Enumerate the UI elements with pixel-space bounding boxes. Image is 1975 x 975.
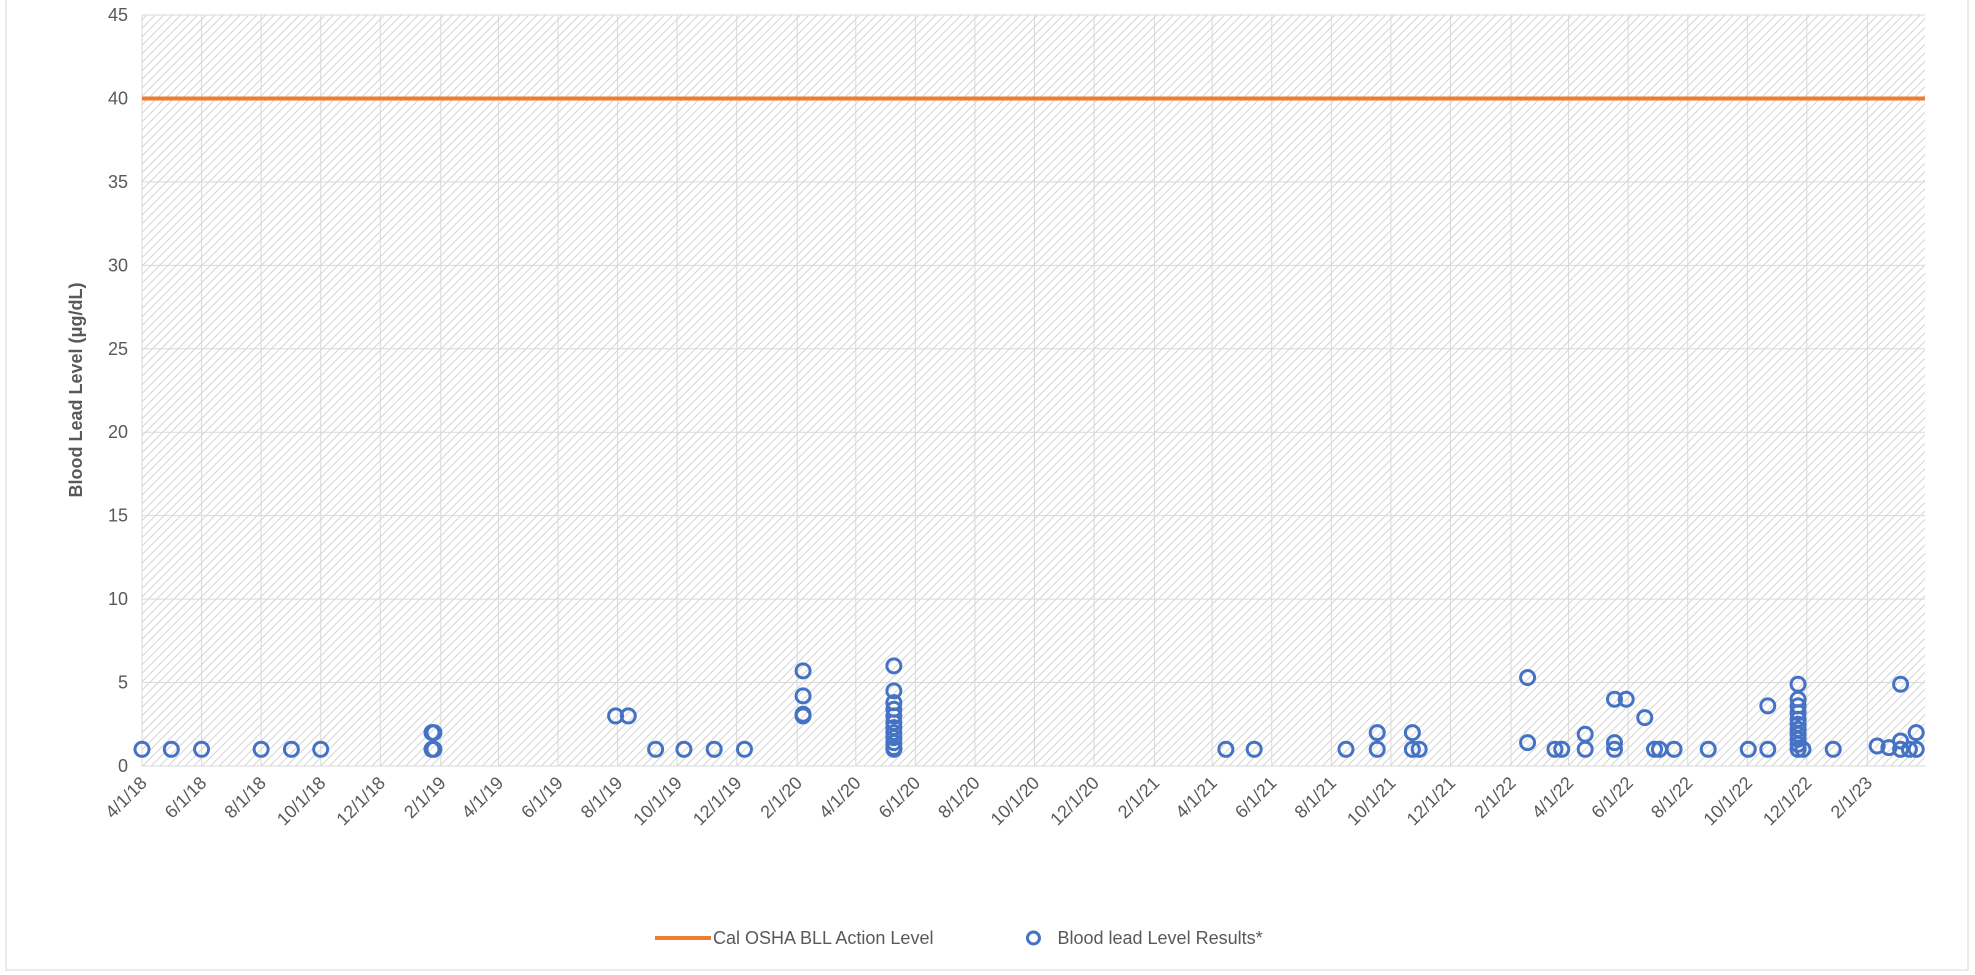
point bbox=[1605, 690, 1623, 708]
point bbox=[1900, 740, 1918, 758]
point bbox=[1576, 740, 1594, 758]
point bbox=[705, 740, 723, 758]
point bbox=[1368, 740, 1386, 758]
point bbox=[1553, 740, 1571, 758]
point bbox=[1789, 704, 1807, 722]
point bbox=[1337, 740, 1355, 758]
point bbox=[1605, 740, 1623, 758]
y-tick-label: 25 bbox=[108, 339, 128, 359]
point bbox=[1217, 740, 1235, 758]
point bbox=[1892, 740, 1910, 758]
point bbox=[735, 740, 753, 758]
point bbox=[1605, 734, 1623, 752]
y-tick-label: 10 bbox=[108, 589, 128, 609]
y-tick-label: 45 bbox=[108, 5, 128, 25]
y-axis-label: Blood Lead Level (μg/dL) bbox=[66, 282, 86, 497]
point bbox=[1699, 740, 1717, 758]
point bbox=[1892, 732, 1910, 750]
point bbox=[647, 740, 665, 758]
plot-area bbox=[142, 15, 1925, 766]
y-tick-label: 20 bbox=[108, 422, 128, 442]
point bbox=[1789, 735, 1807, 753]
point bbox=[1519, 734, 1537, 752]
point bbox=[619, 707, 637, 725]
point bbox=[1617, 690, 1635, 708]
point bbox=[1410, 740, 1428, 758]
point bbox=[1907, 740, 1925, 758]
point bbox=[794, 662, 812, 680]
y-tick-label: 15 bbox=[108, 506, 128, 526]
point bbox=[282, 740, 300, 758]
point bbox=[885, 657, 903, 675]
point bbox=[1245, 740, 1263, 758]
point bbox=[1794, 740, 1812, 758]
point bbox=[1789, 740, 1807, 758]
point bbox=[1868, 737, 1886, 755]
point bbox=[1824, 740, 1842, 758]
point bbox=[1907, 724, 1925, 742]
point bbox=[1636, 709, 1654, 727]
point bbox=[794, 687, 812, 705]
point bbox=[312, 740, 330, 758]
point bbox=[1759, 740, 1777, 758]
point bbox=[885, 707, 903, 725]
legend-label: Cal OSHA BLL Action Level bbox=[713, 928, 933, 948]
point bbox=[425, 724, 443, 742]
point bbox=[885, 682, 903, 700]
y-tick-label: 5 bbox=[118, 673, 128, 693]
point bbox=[425, 740, 443, 758]
point bbox=[885, 734, 903, 752]
point bbox=[193, 740, 211, 758]
point bbox=[794, 705, 812, 723]
point bbox=[675, 740, 693, 758]
point bbox=[1759, 697, 1777, 715]
y-tick-label: 0 bbox=[118, 756, 128, 776]
point bbox=[1403, 724, 1421, 742]
point bbox=[1646, 740, 1664, 758]
legend-swatch bbox=[1025, 930, 1041, 946]
point bbox=[162, 740, 180, 758]
point bbox=[133, 740, 151, 758]
point bbox=[885, 729, 903, 747]
point bbox=[1519, 669, 1537, 687]
y-tick-label: 40 bbox=[108, 88, 128, 108]
point bbox=[1546, 740, 1564, 758]
point bbox=[885, 740, 903, 758]
legend-label: Blood lead Level Results* bbox=[1057, 928, 1262, 948]
y-tick-label: 35 bbox=[108, 172, 128, 192]
point bbox=[1665, 740, 1683, 758]
point bbox=[1403, 740, 1421, 758]
point bbox=[252, 740, 270, 758]
point bbox=[1739, 740, 1757, 758]
y-tick-label: 30 bbox=[108, 255, 128, 275]
point bbox=[1368, 724, 1386, 742]
point bbox=[1892, 675, 1910, 693]
